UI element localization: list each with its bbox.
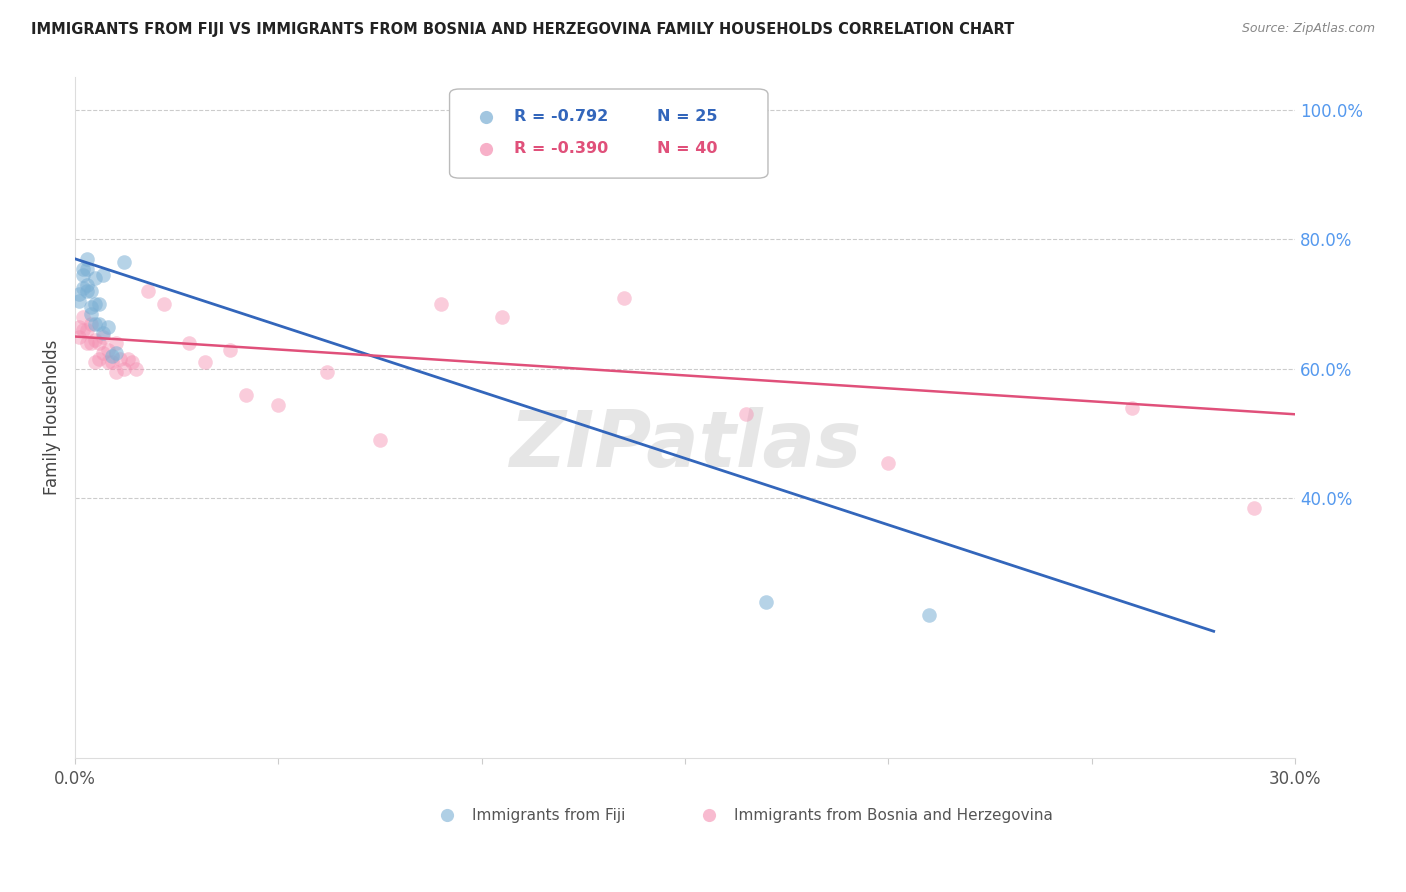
Point — [80, 284, 103, 298]
Point — [76, 284, 98, 298]
Point — [76, 252, 98, 266]
Point — [67, 293, 90, 308]
Point — [93, 326, 115, 341]
Point — [67, 329, 90, 343]
Text: Immigrants from Fiji: Immigrants from Fiji — [471, 808, 624, 823]
Point — [72, 261, 94, 276]
Point — [1121, 401, 1143, 415]
Point — [72, 323, 94, 337]
Point — [72, 268, 94, 282]
Point — [96, 355, 118, 369]
Point — [76, 261, 98, 276]
Point — [76, 277, 98, 292]
Text: R = -0.390: R = -0.390 — [515, 141, 609, 156]
Point — [96, 343, 118, 357]
Text: N = 25: N = 25 — [657, 110, 717, 124]
Point — [877, 456, 900, 470]
Point — [84, 333, 107, 347]
Text: R = -0.792: R = -0.792 — [515, 110, 609, 124]
Point — [80, 317, 103, 331]
Point — [84, 271, 107, 285]
Point — [104, 345, 127, 359]
Point — [89, 297, 111, 311]
Point — [112, 362, 135, 376]
Point — [267, 398, 290, 412]
Point — [84, 317, 107, 331]
Point — [735, 407, 758, 421]
Y-axis label: Family Households: Family Households — [44, 340, 60, 495]
Point — [89, 352, 111, 367]
Point — [235, 388, 257, 402]
Point — [80, 336, 103, 351]
Point — [368, 433, 391, 447]
Point — [76, 323, 98, 337]
Point — [93, 268, 115, 282]
FancyBboxPatch shape — [450, 89, 768, 178]
Point — [67, 287, 90, 301]
Point — [84, 297, 107, 311]
Point — [1305, 805, 1327, 820]
Point — [918, 608, 941, 623]
Point — [613, 291, 636, 305]
Point — [316, 365, 339, 379]
Point — [1243, 501, 1265, 516]
Point — [104, 336, 127, 351]
Point — [108, 352, 131, 367]
Point — [100, 355, 122, 369]
Point — [89, 317, 111, 331]
Point — [104, 365, 127, 379]
Text: IMMIGRANTS FROM FIJI VS IMMIGRANTS FROM BOSNIA AND HERZEGOVINA FAMILY HOUSEHOLDS: IMMIGRANTS FROM FIJI VS IMMIGRANTS FROM … — [31, 22, 1014, 37]
Point — [194, 355, 217, 369]
Text: N = 40: N = 40 — [657, 141, 717, 156]
Point — [89, 336, 111, 351]
Text: Immigrants from Bosnia and Herzegovina: Immigrants from Bosnia and Herzegovina — [734, 808, 1053, 823]
Point — [67, 319, 90, 334]
Point — [153, 297, 176, 311]
Text: ZIPatlas: ZIPatlas — [509, 407, 860, 483]
Point — [93, 329, 115, 343]
Point — [76, 336, 98, 351]
Point — [96, 319, 118, 334]
Point — [177, 336, 200, 351]
Point — [72, 281, 94, 295]
Text: Source: ZipAtlas.com: Source: ZipAtlas.com — [1241, 22, 1375, 36]
Point — [100, 349, 122, 363]
Point — [430, 297, 453, 311]
Point — [218, 343, 240, 357]
Point — [755, 595, 778, 609]
Point — [93, 345, 115, 359]
Point — [112, 255, 135, 269]
Point — [125, 362, 148, 376]
Point — [136, 284, 159, 298]
Point — [117, 352, 139, 367]
Point — [72, 310, 94, 325]
Point — [80, 301, 103, 315]
Point — [121, 355, 143, 369]
Point — [84, 355, 107, 369]
Point — [491, 310, 513, 325]
Point — [80, 307, 103, 321]
